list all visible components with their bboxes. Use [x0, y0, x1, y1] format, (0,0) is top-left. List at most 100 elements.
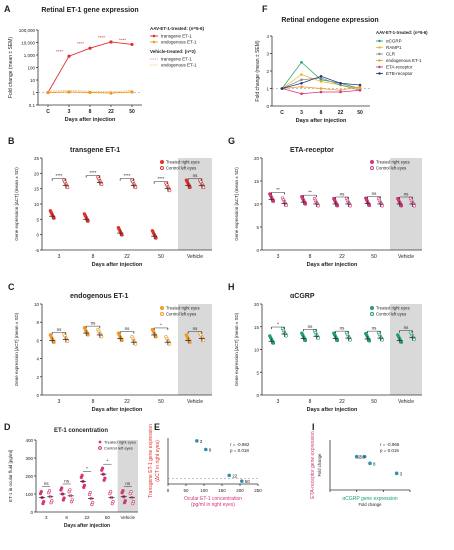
panel-e-point-label: 3 — [200, 439, 203, 444]
panel-d-legend-label: Treated right eyes — [104, 440, 136, 445]
panel-xtick-label: 22 — [339, 399, 345, 405]
panel-f-ytick-label: 2 — [266, 69, 269, 74]
panel-d-point — [82, 483, 87, 488]
panel-legend-marker — [160, 160, 164, 164]
panel-sig-label: ns — [340, 192, 346, 197]
panel-f-legend-marker — [378, 52, 381, 56]
panel-legend-marker — [160, 166, 164, 170]
panel-legend-marker — [370, 306, 374, 310]
panel-g-point — [412, 204, 416, 208]
panel-i-ylabel: ETA-receptor gene expression — [310, 431, 316, 499]
panel-f-legend-marker — [378, 39, 381, 43]
panel-a-vehicle-line — [47, 90, 133, 92]
panel-b-point — [86, 219, 90, 223]
panel-ytick-label: 8 — [36, 320, 39, 325]
panel-c-point — [154, 335, 158, 339]
panel-legend-label: Control left eyes — [376, 166, 406, 171]
panel-e-xtick-label: 100 — [200, 488, 208, 493]
panel-d-point — [70, 498, 74, 502]
panel-xtick-label: 50 — [158, 254, 164, 260]
panel-d-point — [50, 499, 54, 503]
panel-d-ytick-label: 0 — [30, 510, 33, 515]
panel-f-legend-head: AAV-ET-1-treated: (n=5-6) — [376, 30, 428, 35]
panel-d-point — [62, 496, 66, 500]
panel-f-point — [358, 88, 362, 92]
panel-xlabel: Days after injection — [307, 262, 358, 268]
panel-xtick-label: 50 — [371, 399, 377, 405]
panel-f-point — [319, 87, 323, 90]
panel-d-ylabel: ET-1 in ocular fluid [pg/ml] — [8, 450, 13, 502]
panel-legend-marker — [370, 160, 374, 164]
panel-i-point-label: 22 — [356, 455, 362, 460]
panel-ytick-label: -5 — [35, 248, 39, 253]
panel-xtick-label: 22 — [339, 254, 345, 260]
panel-d-point — [131, 500, 136, 504]
panel-f-ytick-label: 4 — [266, 34, 269, 39]
panel-i-point-label: 50 — [360, 455, 366, 460]
panel-ytick-label: 25 — [34, 156, 40, 161]
panel-a-point — [130, 42, 134, 47]
panel-i-ylabel-2: Fold change — [317, 453, 322, 477]
panel-g-point — [303, 202, 308, 206]
panel-sig-label: ns — [193, 326, 199, 331]
panel-b-point — [188, 185, 192, 190]
panel-ytick-label: 20 — [254, 156, 260, 161]
panel-letter-h: H — [228, 282, 235, 292]
panel-g-point — [284, 203, 288, 208]
panel-a-xtick-label: 3 — [68, 109, 71, 115]
panel-d-ytick-label: 100 — [25, 492, 33, 497]
panel-ytick-label: 0 — [256, 248, 259, 253]
panel-f-legend-label: RAMP1 — [386, 45, 402, 50]
panel-f-point — [300, 78, 303, 82]
panel-legend-marker — [160, 306, 164, 310]
panel-d-point — [68, 488, 72, 492]
panel-e-xtick-label: 50 — [183, 488, 189, 493]
panel-letter-a: A — [4, 4, 11, 14]
panel-f-xtick-label: 8 — [320, 110, 323, 116]
panel-ylabel: Gene expression [ΔCT] (mean ± SD) — [14, 167, 19, 241]
panel-a-ytick-label: 100,000 — [19, 28, 36, 33]
panel-e-point-label: 50 — [245, 479, 251, 484]
panel-e-point-label: 22 — [232, 473, 238, 478]
panel-d-point — [47, 489, 52, 493]
panel-e-ylabel-2: (ΔCT in right eyes) — [155, 440, 161, 482]
panel-sig-label: ns — [372, 326, 378, 331]
panel-xlabel: Days after injection — [307, 407, 358, 413]
panel-sig-label: ns — [57, 327, 63, 332]
panel-a-star: **** — [77, 41, 84, 46]
panel-legend-label: Treated right eyes — [166, 160, 200, 165]
panel-a-legend-head: AAV-ET-1-treated: (n=5-6) — [150, 26, 205, 31]
panel-i-p: p = 0.015 — [380, 448, 399, 453]
panel-d-xtick-label: 8 — [65, 515, 68, 520]
panel-ytick-label: 10 — [34, 302, 40, 307]
panel-g-point — [271, 199, 276, 203]
panel-ytick-label: 10 — [254, 348, 260, 353]
panel-f-point — [300, 73, 303, 76]
panel-legend-marker — [160, 312, 164, 316]
panel-e-point — [227, 473, 231, 478]
panel-f-xtick-label: 22 — [338, 110, 344, 116]
panel-a-point — [46, 90, 50, 95]
panel-a-xlabel: Days after injection — [65, 117, 116, 123]
panel-ytick-label: 10 — [34, 202, 40, 207]
panel-h-point — [271, 341, 276, 345]
panel-ytick-label: 0 — [36, 233, 39, 238]
panel-b-vehicle-bg — [178, 158, 212, 250]
panel-letter-b: B — [8, 136, 15, 146]
panel-b-point — [167, 188, 172, 193]
panel-legend-marker — [370, 166, 374, 170]
panel-sig-label: **** — [55, 173, 62, 178]
panel-d-point — [60, 486, 64, 490]
panel-sig-label: ** — [308, 190, 312, 195]
panel-xtick-label: Vehicle — [187, 399, 203, 405]
panel-a-ytick-label: 0.1 — [29, 103, 36, 108]
panel-legend-marker — [370, 312, 374, 316]
panel-e-xtick-label: 250 — [254, 488, 262, 493]
panel-d-point — [39, 490, 43, 494]
panel-xtick-label: 8 — [309, 399, 312, 405]
panel-ytick-label: 20 — [34, 171, 40, 176]
panel-f-point — [339, 81, 342, 85]
panel-e-point-label: 8 — [209, 448, 212, 453]
panel-ytick-label: 10 — [254, 202, 260, 207]
panel-i-r: r = -0.965 — [380, 442, 400, 447]
